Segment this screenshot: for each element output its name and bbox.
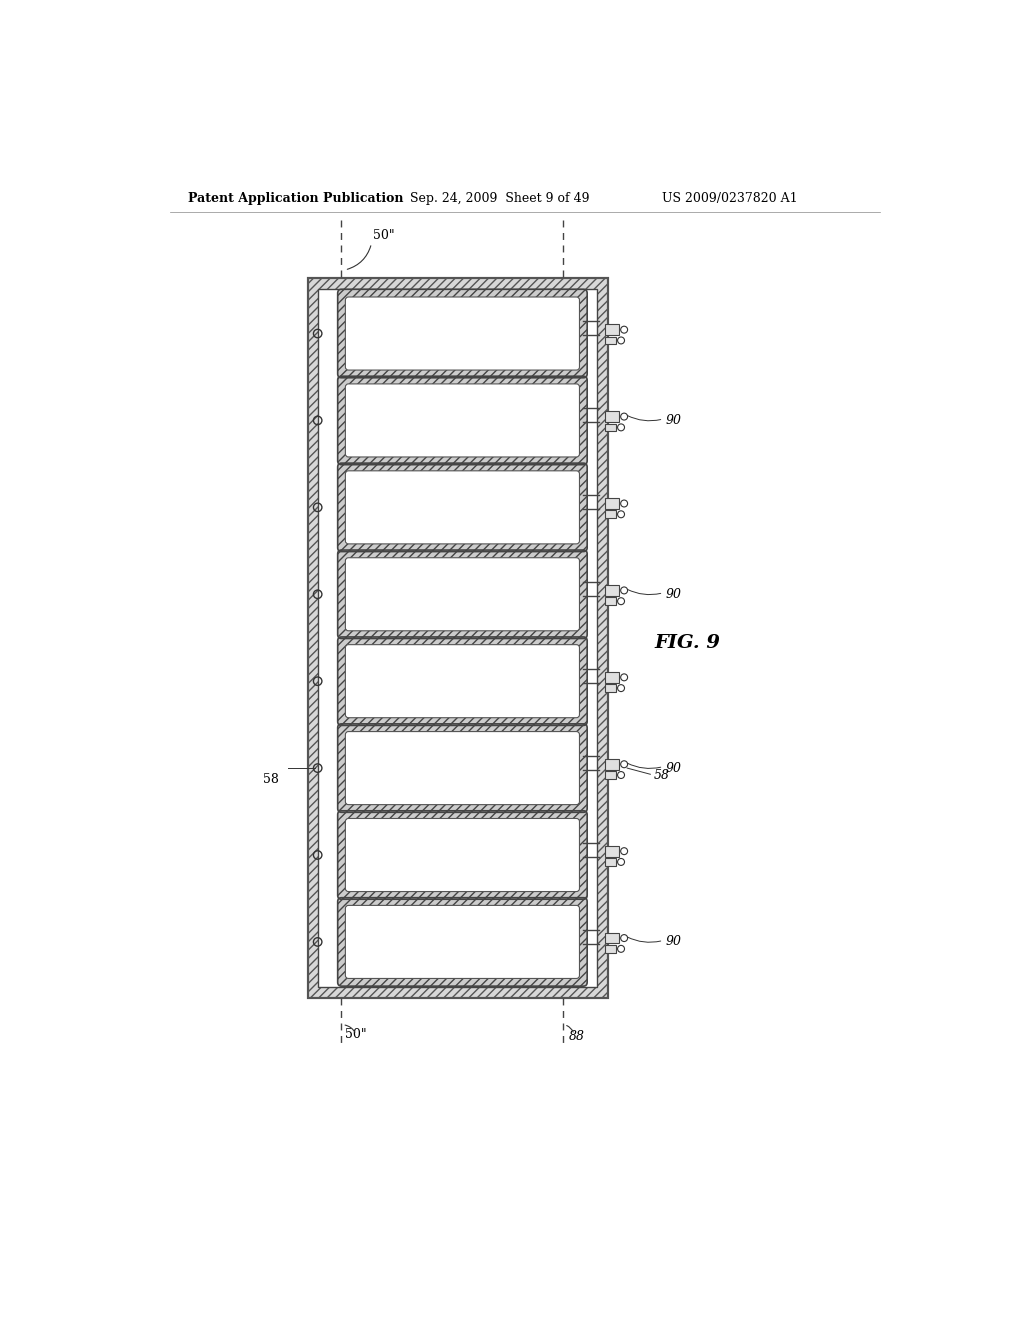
FancyBboxPatch shape (345, 384, 580, 457)
FancyBboxPatch shape (345, 731, 580, 805)
FancyBboxPatch shape (345, 297, 580, 370)
Bar (605, 759, 618, 770)
FancyBboxPatch shape (338, 898, 587, 986)
FancyBboxPatch shape (345, 558, 580, 631)
FancyBboxPatch shape (338, 550, 587, 639)
Bar (605, 846, 618, 857)
Text: 88: 88 (568, 1030, 585, 1043)
FancyBboxPatch shape (345, 471, 580, 544)
Bar (307, 277, 608, 998)
FancyBboxPatch shape (345, 644, 580, 718)
FancyBboxPatch shape (338, 638, 587, 726)
FancyBboxPatch shape (338, 376, 587, 465)
Bar (605, 424, 615, 432)
FancyBboxPatch shape (345, 906, 580, 978)
Text: 90: 90 (666, 936, 682, 949)
Bar (605, 585, 618, 595)
Bar (318, 289, 597, 987)
Text: Sep. 24, 2009  Sheet 9 of 49: Sep. 24, 2009 Sheet 9 of 49 (410, 191, 590, 205)
Text: 50": 50" (373, 228, 394, 242)
Text: 90: 90 (666, 762, 682, 775)
FancyBboxPatch shape (338, 463, 587, 552)
Text: 58: 58 (654, 770, 670, 783)
Bar (605, 684, 615, 692)
Bar (605, 858, 615, 866)
FancyBboxPatch shape (338, 723, 587, 812)
Text: US 2009/0237820 A1: US 2009/0237820 A1 (662, 191, 798, 205)
FancyBboxPatch shape (338, 289, 587, 378)
FancyBboxPatch shape (338, 810, 587, 899)
Text: 90: 90 (666, 587, 682, 601)
Bar (605, 325, 618, 335)
FancyBboxPatch shape (345, 818, 580, 891)
Bar (605, 337, 615, 345)
Text: 58: 58 (263, 774, 279, 787)
Text: 50": 50" (345, 1028, 367, 1041)
Bar (307, 277, 608, 998)
Bar (605, 771, 615, 779)
Bar (605, 511, 615, 519)
Bar (605, 412, 618, 422)
Bar (605, 672, 618, 682)
Bar (605, 945, 615, 953)
Text: Patent Application Publication: Patent Application Publication (188, 191, 403, 205)
Text: 90: 90 (666, 414, 682, 426)
Text: FIG. 9: FIG. 9 (654, 635, 720, 652)
Bar (605, 933, 618, 944)
Bar (605, 498, 618, 510)
Bar (605, 598, 615, 605)
